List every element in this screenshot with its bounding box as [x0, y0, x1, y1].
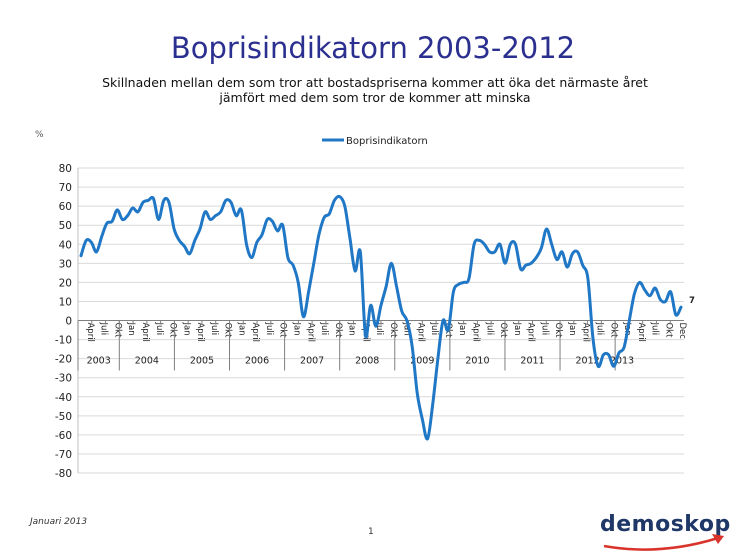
x-month-label: April	[140, 323, 150, 342]
x-year-label: 2004	[135, 356, 159, 367]
x-year-label: 2007	[300, 356, 324, 367]
x-year-label: 2010	[465, 356, 489, 367]
x-month-label: April	[415, 323, 425, 342]
x-month-label: Juli	[594, 322, 604, 336]
x-year-label: 2006	[245, 356, 269, 367]
x-month-label: Okt	[112, 323, 122, 339]
page-number: 1	[368, 527, 374, 537]
x-month-label: Dec	[677, 323, 687, 340]
x-month-label: April	[581, 323, 591, 342]
y-tick-label: -50	[55, 411, 72, 423]
y-tick-label: 50	[59, 220, 72, 232]
x-year-label: 2008	[355, 356, 379, 367]
y-tick-label: 60	[59, 201, 72, 213]
y-tick-label: -20	[55, 354, 72, 366]
x-month-label: April	[471, 323, 481, 342]
logo-text: demoskop	[600, 512, 731, 537]
y-tick-label: 70	[59, 182, 72, 194]
y-tick-label: -40	[55, 392, 72, 404]
x-month-label: Juli	[374, 322, 384, 336]
x-month-label: Juli	[154, 322, 164, 336]
x-month-label: Juli	[539, 322, 549, 336]
x-month-label: April	[526, 323, 536, 342]
x-month-label: Jan	[347, 322, 357, 336]
x-month-label: Okt	[608, 323, 618, 339]
y-tick-label: -10	[55, 335, 72, 347]
series-line-boprisindikatorn	[79, 194, 683, 441]
y-tick-label: 0	[65, 316, 72, 328]
x-month-label: Jan	[291, 322, 301, 336]
x-month-label: Juli	[264, 322, 274, 336]
x-year-label: 2009	[410, 356, 434, 367]
x-month-label: Okt	[388, 323, 398, 339]
x-month-label: Jan	[567, 322, 577, 336]
x-month-label: Juli	[484, 322, 494, 336]
x-month-label: April	[636, 323, 646, 342]
x-month-label: Juli	[650, 322, 660, 336]
x-month-label: Okt	[168, 323, 178, 339]
x-month-label: Okt	[663, 323, 673, 339]
x-month-label: Jan	[457, 322, 467, 336]
y-tick-label: -30	[55, 373, 72, 385]
x-month-label: Jan	[236, 322, 246, 336]
x-month-label: Juli	[429, 322, 439, 336]
line-chart: %80706050403020100-10-20-30-40-50-60-70-…	[35, 130, 695, 480]
subtitle-line-2: jämfört med dem som tror de kommer att m…	[219, 90, 531, 105]
y-axis-unit-label: %	[35, 130, 44, 140]
x-month-label: April	[305, 323, 315, 342]
logo-swoosh-icon	[603, 534, 724, 551]
x-month-label: April	[85, 323, 95, 342]
subtitle-line-1: Skillnaden mellan dem som tror att bosta…	[102, 75, 648, 90]
data-label-last: 7	[689, 296, 695, 306]
x-month-label: Okt	[223, 323, 233, 339]
y-tick-label: 10	[59, 296, 72, 308]
y-tick-label: -60	[55, 430, 72, 442]
chart-title: Boprisindikatorn 2003-2012	[170, 31, 576, 65]
x-month-label: Jan	[402, 322, 412, 336]
x-month-label: Okt	[498, 323, 508, 339]
y-tick-label: -70	[55, 449, 72, 461]
x-month-label: Jan	[126, 322, 136, 336]
x-month-label: Jan	[512, 322, 522, 336]
x-month-label: Juli	[209, 322, 219, 336]
demoskop-logo: demoskop	[600, 508, 740, 556]
x-year-label: 2013	[610, 356, 634, 367]
x-month-label: Okt	[333, 323, 343, 339]
x-year-label: 2012	[575, 356, 599, 367]
x-year-label: 2005	[190, 356, 214, 367]
y-tick-label: -80	[55, 468, 72, 480]
x-month-label: Okt	[553, 323, 563, 339]
y-tick-label: 40	[59, 239, 72, 251]
y-tick-label: 80	[59, 163, 72, 175]
x-month-label: April	[250, 323, 260, 342]
y-tick-label: 20	[59, 277, 72, 289]
x-month-label: Juli	[99, 322, 109, 336]
x-month-label: April	[195, 323, 205, 342]
x-year-label: 2003	[87, 356, 111, 367]
x-month-label: Jan	[181, 322, 191, 336]
chart-subtitle: Skillnaden mellan dem som tror att bosta…	[40, 75, 710, 105]
legend-label: Boprisindikatorn	[346, 136, 428, 147]
footer-date: Januari 2013	[30, 517, 88, 527]
y-tick-label: 30	[59, 258, 72, 270]
x-month-label: Juli	[319, 322, 329, 336]
x-year-label: 2011	[520, 356, 544, 367]
x-month-label: Okt	[278, 323, 288, 339]
